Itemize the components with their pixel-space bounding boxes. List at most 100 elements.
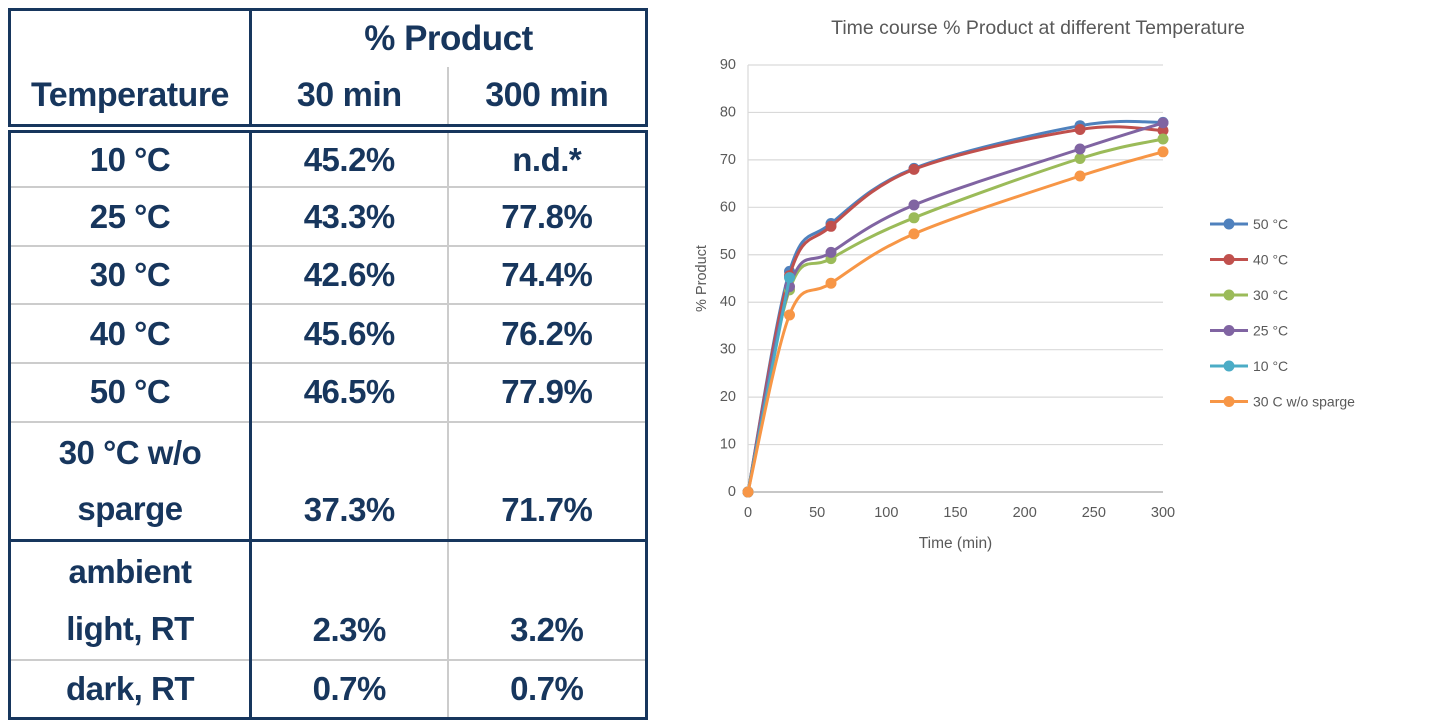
x-tick-label: 150 xyxy=(943,505,967,521)
y-tick-label: 0 xyxy=(728,484,736,500)
data-point-marker xyxy=(1074,143,1086,155)
data-point-marker xyxy=(1157,117,1169,129)
condition-label: 25 °C xyxy=(9,186,252,246)
x-axis-title: Time (min) xyxy=(919,535,992,552)
value-30min: 45.6% xyxy=(250,303,449,363)
legend-label: 30 °C xyxy=(1253,287,1288,303)
table-row: dark, RT 0.7% 0.7% xyxy=(9,658,647,719)
data-point-marker xyxy=(825,220,837,232)
value-300min: 77.9% xyxy=(447,361,647,422)
y-tick-label: 20 xyxy=(720,389,736,405)
condition-label: dark, RT xyxy=(9,658,252,719)
y-tick-label: 80 xyxy=(720,104,736,120)
data-point-marker xyxy=(1074,153,1086,164)
condition-label-line: dark, RT xyxy=(65,669,195,707)
table-row: 50 °C 46.5% 77.9% xyxy=(9,361,647,422)
y-tick-label: 40 xyxy=(720,294,736,310)
value-300min: 76.2% xyxy=(447,303,647,363)
condition-label-line: ambient xyxy=(68,553,192,591)
condition-label: 30 °C xyxy=(9,244,252,305)
data-point-marker xyxy=(825,277,837,289)
series-line-40-°c xyxy=(746,125,1165,494)
condition-label-line: 30 °C w/o xyxy=(58,433,202,471)
condition-label-line: sparge xyxy=(77,489,183,527)
data-point-marker xyxy=(1074,170,1086,182)
column-header-30min: 30 min xyxy=(250,67,449,134)
condition-label: ambient light, RT xyxy=(9,539,252,660)
value-300min: 71.7% xyxy=(447,420,647,541)
value-30min: 46.5% xyxy=(250,361,449,422)
table-row: ambient light, RT 2.3% 3.2% xyxy=(9,539,647,660)
condition-label: 10 °C xyxy=(9,128,252,188)
condition-label-line: 30 °C xyxy=(89,256,171,294)
y-tick-label: 60 xyxy=(720,199,736,215)
condition-label-line: 25 °C xyxy=(89,197,171,235)
x-tick-label: 50 xyxy=(809,505,825,521)
value-300min: 0.7% xyxy=(447,658,647,719)
data-point-marker xyxy=(825,246,837,258)
data-point-marker xyxy=(908,228,920,240)
data-point-marker xyxy=(1157,146,1169,158)
table-row: 30 °C w/o sparge 37.3% 71.7% xyxy=(9,420,647,541)
x-tick-label: 250 xyxy=(1082,505,1106,521)
value-30min: 2.3% xyxy=(250,539,449,660)
data-point-marker xyxy=(1074,124,1086,135)
data-point-marker xyxy=(784,272,795,284)
legend-marker xyxy=(1223,396,1235,407)
legend-marker xyxy=(1223,254,1235,265)
column-header-temperature: Temperature xyxy=(9,67,252,134)
column-header-300min: 300 min xyxy=(447,67,647,134)
y-tick-label: 90 xyxy=(720,57,736,73)
table-row: 10 °C 45.2% n.d.* xyxy=(9,128,647,188)
legend-label: 40 °C xyxy=(1253,252,1288,268)
data-point-marker xyxy=(908,163,920,175)
x-tick-label: 200 xyxy=(1013,505,1037,521)
condition-label-line: 40 °C xyxy=(89,314,171,352)
group-header-product: % Product xyxy=(364,19,533,59)
value-300min: 77.8% xyxy=(447,186,647,246)
series-line-25-°c xyxy=(746,121,1165,494)
x-tick-label: 100 xyxy=(874,505,898,521)
condition-label: 50 °C xyxy=(9,361,252,422)
value-300min: n.d.* xyxy=(512,140,582,178)
empty-corner-cell xyxy=(9,9,252,68)
y-tick-label: 50 xyxy=(720,247,736,263)
value-30min: 43.3% xyxy=(250,186,449,246)
value-30min: 45.2% xyxy=(250,128,449,188)
legend-label: 50 °C xyxy=(1253,216,1288,232)
legend-label: 25 °C xyxy=(1253,323,1288,339)
table-group-header-row: % Product xyxy=(9,9,647,68)
table-row: 25 °C 43.3% 77.8% xyxy=(9,186,647,246)
value-300min: 74.4% xyxy=(447,244,647,305)
value-30min: 0.7% xyxy=(250,658,449,719)
x-tick-label: 0 xyxy=(744,505,752,521)
data-point-marker xyxy=(1157,133,1169,145)
legend-marker xyxy=(1223,289,1235,301)
y-tick-label: 70 xyxy=(720,152,736,168)
x-tick-label: 300 xyxy=(1151,505,1175,521)
series-line-50-°c xyxy=(746,119,1165,494)
data-point-marker xyxy=(908,212,920,224)
data-point-marker xyxy=(908,199,920,211)
legend-label: 10 °C xyxy=(1253,358,1288,374)
chart-title: Time course % Product at different Tempe… xyxy=(831,17,1245,39)
condition-label-line: light, RT xyxy=(66,609,194,647)
value-30min: 42.6% xyxy=(250,244,449,305)
condition-label-line: 50 °C xyxy=(89,373,171,411)
legend-marker xyxy=(1223,218,1235,230)
results-table: % Product Temperature 30 min 300 min 10 … xyxy=(8,8,649,720)
value-30min: 37.3% xyxy=(250,420,449,541)
data-point-marker xyxy=(742,486,754,498)
time-course-chart: 0 10 20 30 40 50 60 70 80 90 0 50 100 150 200 250 300 Tim… xyxy=(694,17,1355,552)
data-point-marker xyxy=(784,309,795,321)
condition-label-line: 10 °C xyxy=(89,140,171,178)
table-row: 30 °C 42.6% 74.4% xyxy=(9,244,647,305)
y-axis-title: % Product xyxy=(694,245,710,312)
series-line-30-°c xyxy=(746,137,1165,494)
table-column-header-row: Temperature 30 min 300 min xyxy=(9,67,647,134)
legend-label: 30 C w/o sparge xyxy=(1253,394,1355,410)
condition-label: 40 °C xyxy=(9,303,252,363)
y-tick-label: 30 xyxy=(720,342,736,358)
table-row: 40 °C 45.6% 76.2% xyxy=(9,303,647,363)
value-300min: 3.2% xyxy=(447,539,647,660)
